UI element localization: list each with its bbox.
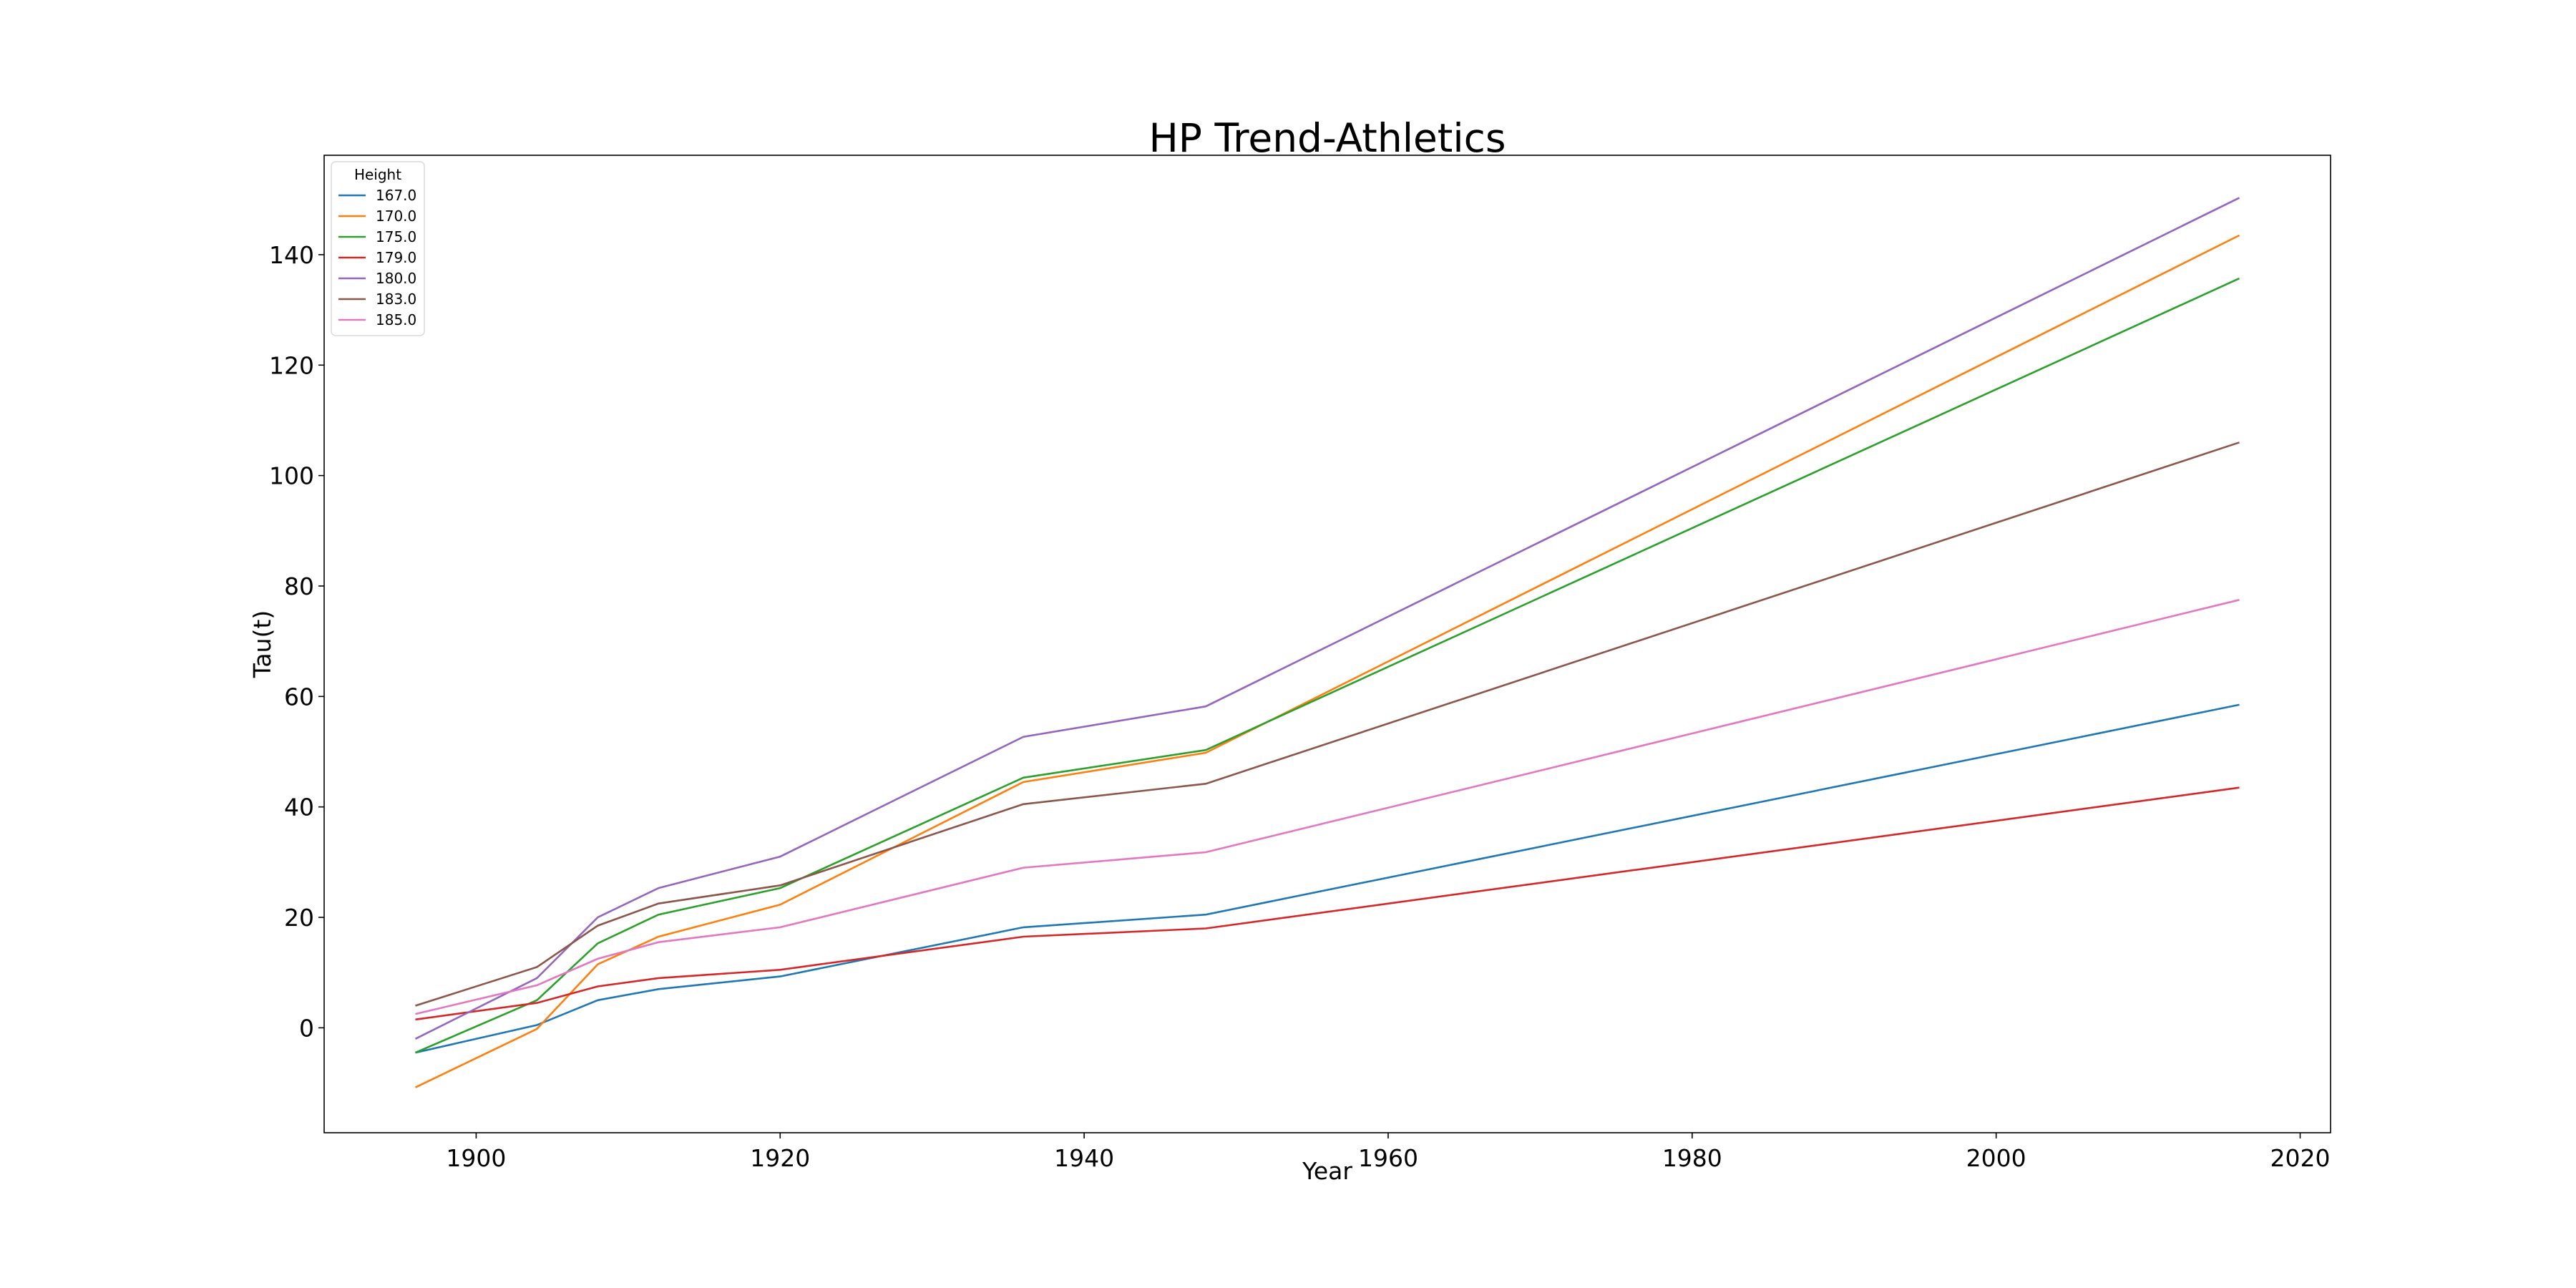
x-tick-label: 1920 [750, 1144, 810, 1172]
series-line-185.0 [415, 599, 2240, 1015]
x-tick-label: 1960 [1358, 1144, 1418, 1172]
x-tick-label: 1980 [1662, 1144, 1722, 1172]
y-tick-label: 140 [269, 241, 314, 269]
y-axis-label: Tau(t) [248, 610, 276, 679]
series-line-183.0 [415, 441, 2240, 1007]
legend-label-180.0: 180.0 [376, 270, 416, 287]
y-tick-label: 120 [269, 351, 314, 379]
legend-title: Height [354, 166, 401, 183]
y-tick-label: 20 [284, 904, 314, 932]
x-tick-label: 2000 [1966, 1144, 2026, 1172]
x-tick-label: 1900 [446, 1144, 506, 1172]
legend-label-185.0: 185.0 [376, 311, 416, 328]
axes-layer: 1900 1920 1940 1960 1980 2000 2020 0 20 40 60 80 100… [269, 155, 2331, 1172]
legend-label-170.0: 170.0 [376, 208, 416, 225]
plot-frame [323, 155, 2331, 1133]
legend-label-179.0: 179.0 [376, 249, 416, 266]
y-tick-label: 80 [284, 572, 314, 600]
legend-label-183.0: 183.0 [376, 291, 416, 308]
x-tick-label: 1940 [1054, 1144, 1114, 1172]
legend-box [331, 161, 425, 336]
x-tick-label: 2020 [2270, 1144, 2331, 1172]
legend-label-167.0: 167.0 [376, 187, 416, 204]
series-line-175.0 [414, 277, 2240, 1054]
series-line-180.0 [414, 197, 2240, 1040]
series-line-170.0 [414, 234, 2240, 1088]
series-line-179.0 [415, 786, 2240, 1021]
y-tick-label: 60 [284, 683, 314, 711]
series-layer [414, 197, 2240, 1088]
legend: Height 167.0 170.0 175.0 179.0 180.0 183.0 185.… [331, 161, 425, 336]
x-axis-label: Year [1302, 1157, 1352, 1185]
legend-label-175.0: 175.0 [376, 228, 416, 245]
y-tick-label: 40 [284, 794, 314, 821]
chart-title: HP Trend-Athletics [1148, 115, 1506, 161]
y-tick-label: 0 [299, 1014, 314, 1042]
series-line-167.0 [415, 703, 2240, 1054]
y-tick-label: 100 [269, 462, 314, 490]
